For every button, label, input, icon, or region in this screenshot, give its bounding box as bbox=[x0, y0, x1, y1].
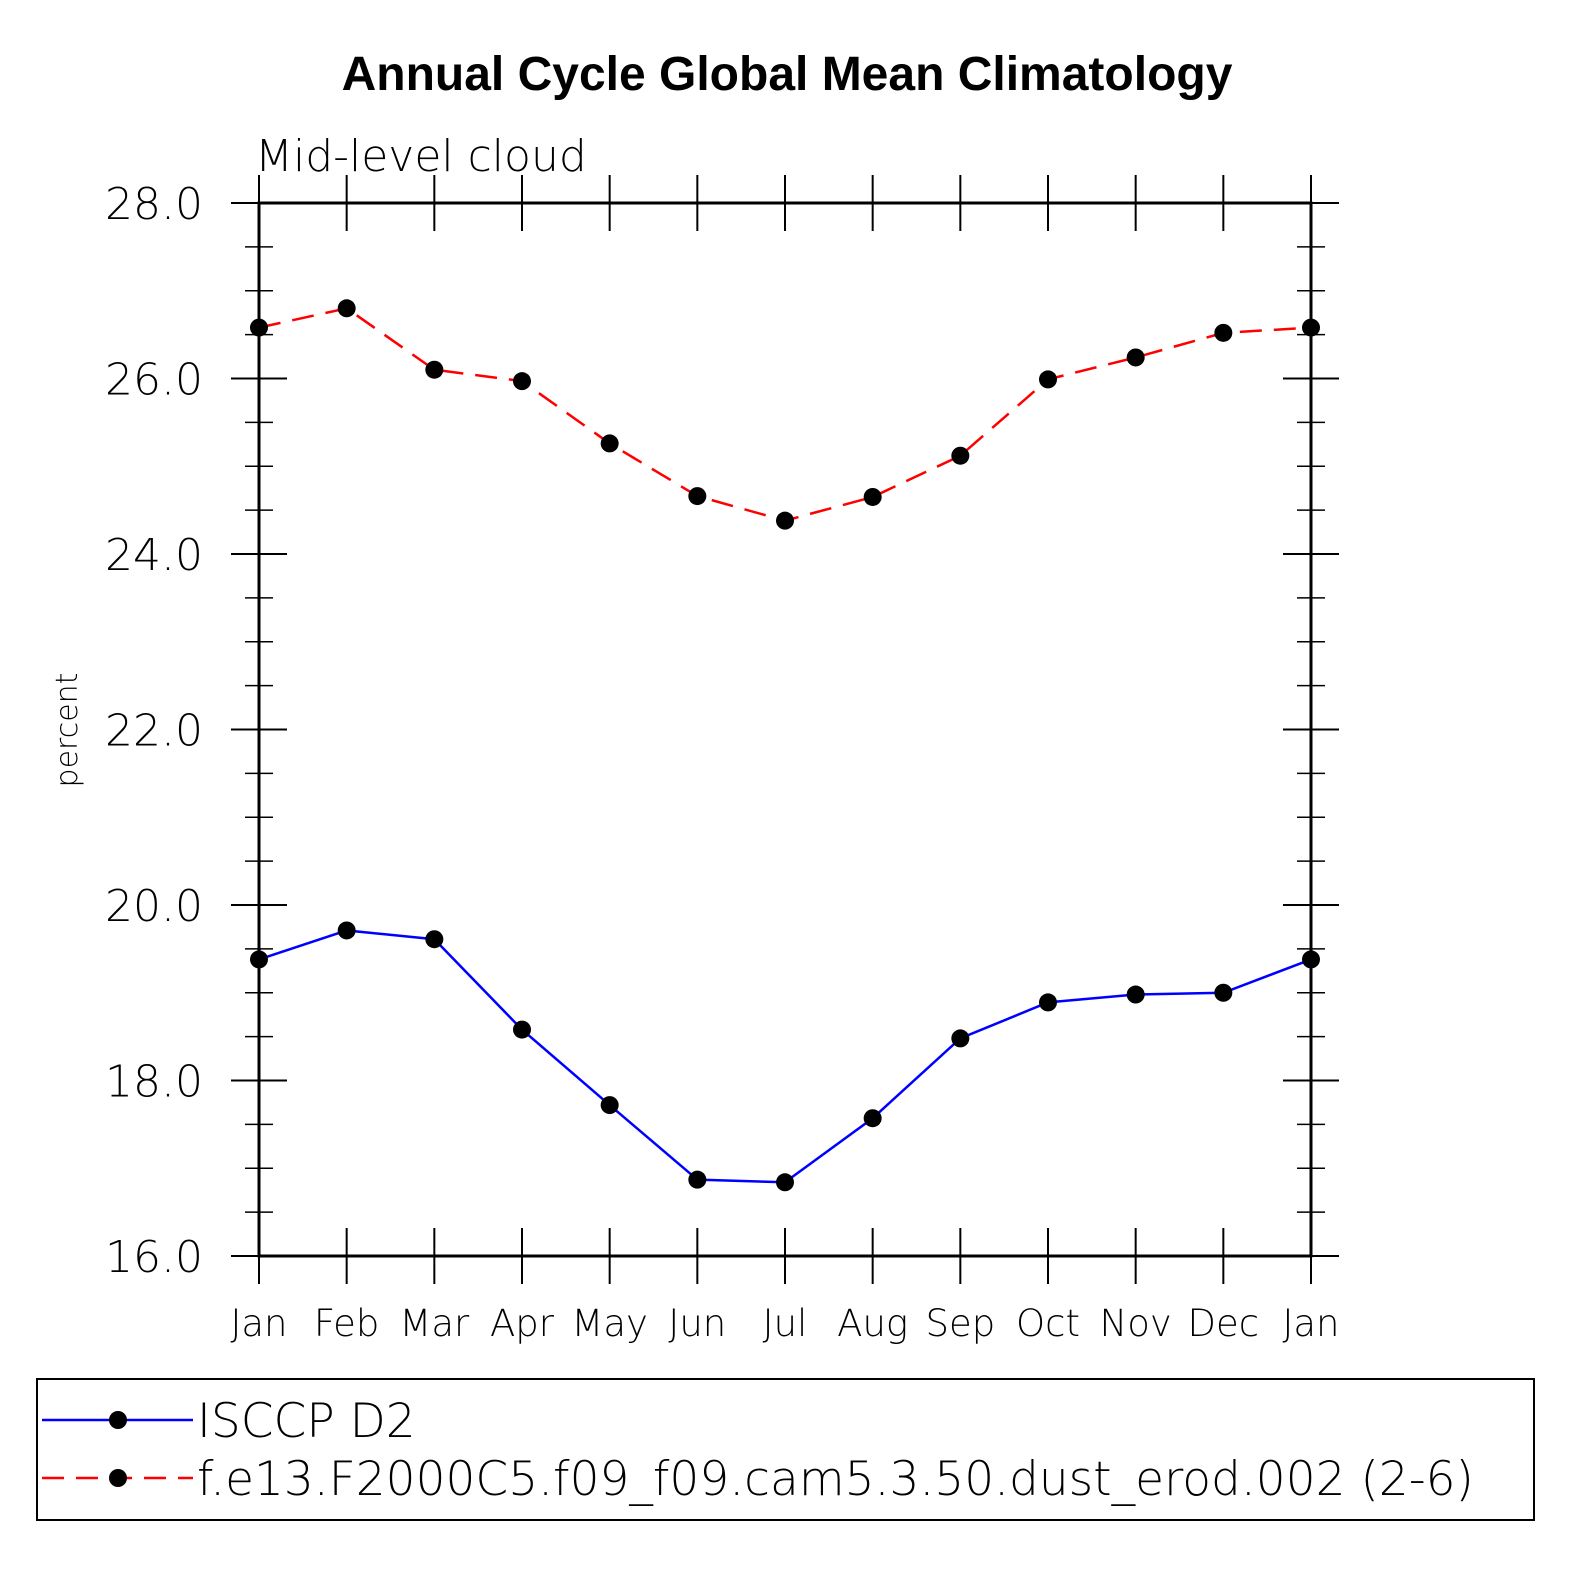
series-line-0 bbox=[258, 929, 1312, 1184]
data-point bbox=[1126, 985, 1145, 1004]
series-markers bbox=[250, 299, 1320, 1192]
x-tick-label: Aug bbox=[837, 1302, 908, 1345]
plot-frame bbox=[257, 201, 1313, 1258]
x-tick-label: Feb bbox=[314, 1302, 380, 1345]
data-point bbox=[513, 1020, 531, 1039]
data-point bbox=[1126, 348, 1145, 367]
x-tick-label: Jun bbox=[668, 1302, 726, 1345]
legend-marker-1 bbox=[109, 1469, 127, 1487]
x-tick-label: May bbox=[571, 1302, 648, 1345]
data-point bbox=[863, 1109, 882, 1128]
data-point bbox=[863, 487, 882, 506]
data-point bbox=[250, 318, 268, 337]
y-tick-label: 18.0 bbox=[105, 1057, 203, 1108]
data-point bbox=[951, 1029, 970, 1048]
legend-marker-0 bbox=[109, 1411, 127, 1429]
data-point bbox=[1214, 323, 1233, 342]
data-point bbox=[776, 511, 794, 530]
y-tick-label: 16.0 bbox=[105, 1232, 203, 1283]
x-tick-label: Mar bbox=[399, 1302, 470, 1345]
data-point bbox=[513, 372, 531, 391]
x-tick-label: Nov bbox=[1100, 1302, 1172, 1345]
data-point bbox=[951, 446, 970, 465]
data-point bbox=[250, 950, 268, 969]
y-tick-label: 20.0 bbox=[105, 881, 203, 932]
y-tick-label: 24.0 bbox=[105, 530, 203, 581]
legend-label: ISCCP D2 bbox=[197, 1394, 416, 1449]
legend-label: f.e13.F2000C5.f09_f09.cam5.3.50.dust_ero… bbox=[197, 1452, 1474, 1507]
data-point bbox=[337, 921, 356, 940]
x-tick-label: Jan bbox=[1282, 1302, 1339, 1345]
data-point bbox=[600, 434, 619, 453]
data-point bbox=[688, 1170, 707, 1189]
x-tick-label: Dec bbox=[1188, 1302, 1260, 1345]
axis-ticks bbox=[231, 175, 1339, 1284]
series-line-1 bbox=[258, 306, 1312, 522]
data-point bbox=[425, 360, 444, 379]
data-point bbox=[776, 1173, 794, 1192]
x-tick-label: Jul bbox=[763, 1302, 808, 1345]
chart-title: Annual Cycle Global Mean Climatology bbox=[342, 48, 1233, 101]
data-point bbox=[425, 930, 444, 949]
y-tick-labels: 16.0 18.0 20.0 22.0 24.0 26.0 28.0 bbox=[105, 179, 203, 1283]
data-point bbox=[600, 1096, 619, 1115]
data-point bbox=[1302, 318, 1320, 337]
data-point bbox=[1039, 370, 1057, 389]
x-tick-label: Oct bbox=[1016, 1302, 1080, 1345]
y-tick-label: 26.0 bbox=[105, 355, 203, 406]
chart-subtitle: Mid-level cloud bbox=[255, 131, 587, 182]
x-tick-label: Apr bbox=[490, 1302, 555, 1345]
legend: ISCCP D2f.e13.F2000C5.f09_f09.cam5.3.50.… bbox=[36, 1378, 1535, 1521]
data-point bbox=[1039, 993, 1057, 1012]
x-tick-label: Sep bbox=[925, 1302, 995, 1345]
data-point bbox=[1214, 983, 1233, 1002]
x-tick-labels: Jan Feb Mar Apr May Jun Jul Aug Sep Oct Nov Dec Jan bbox=[230, 1302, 1339, 1345]
y-tick-label: 28.0 bbox=[105, 179, 203, 230]
data-point bbox=[1302, 950, 1320, 969]
y-tick-label: 22.0 bbox=[105, 706, 203, 757]
legend-frame bbox=[36, 1378, 1535, 1521]
y-axis-label: percent bbox=[50, 673, 85, 788]
data-point bbox=[688, 487, 707, 506]
data-point bbox=[337, 299, 356, 318]
series-lines bbox=[258, 306, 1312, 1184]
x-tick-label: Jan bbox=[230, 1302, 287, 1345]
